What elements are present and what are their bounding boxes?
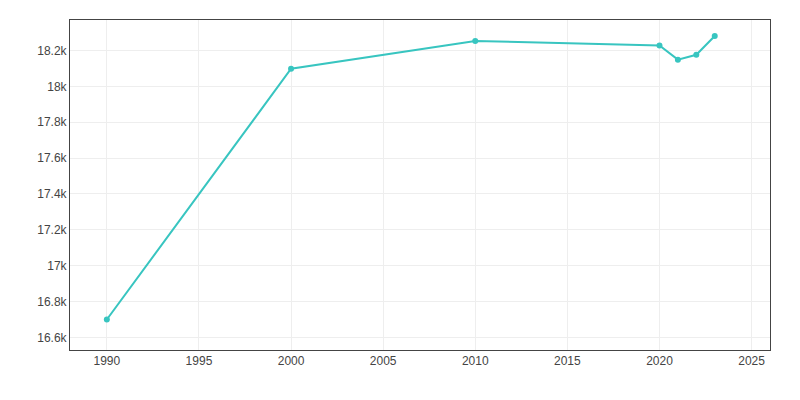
svg-text:2025: 2025 (738, 354, 765, 368)
svg-text:2000: 2000 (278, 354, 305, 368)
svg-text:17.8k: 17.8k (37, 115, 67, 129)
svg-text:17.4k: 17.4k (37, 187, 67, 201)
svg-text:2015: 2015 (554, 354, 581, 368)
svg-text:2010: 2010 (462, 354, 489, 368)
svg-text:17.6k: 17.6k (37, 151, 67, 165)
svg-text:2005: 2005 (370, 354, 397, 368)
svg-text:16.6k: 16.6k (37, 331, 67, 345)
svg-text:1995: 1995 (186, 354, 213, 368)
svg-text:18.2k: 18.2k (37, 44, 67, 58)
svg-text:17.2k: 17.2k (37, 223, 67, 237)
svg-text:18k: 18k (47, 80, 67, 94)
svg-text:1990: 1990 (93, 354, 120, 368)
svg-text:16.8k: 16.8k (37, 295, 67, 309)
svg-text:2020: 2020 (646, 354, 673, 368)
svg-text:17k: 17k (47, 259, 67, 273)
